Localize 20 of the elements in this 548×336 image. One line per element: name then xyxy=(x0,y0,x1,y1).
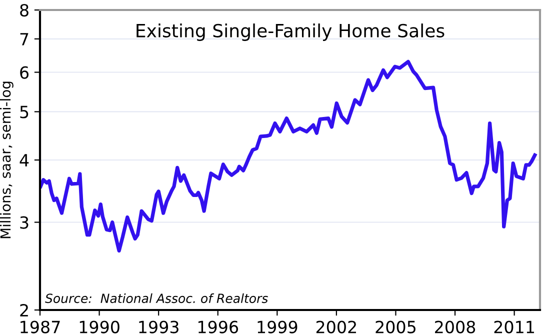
y-axis-title: Millions, saar, semi-log xyxy=(0,82,14,238)
x-tick-label: 2011 xyxy=(494,320,534,334)
x-tick-label: 1999 xyxy=(258,320,298,334)
x-tick-label: 1996 xyxy=(198,320,238,334)
x-tick-label: 2005 xyxy=(376,320,416,334)
x-tick-label: 1987 xyxy=(20,320,60,334)
y-tick-label: 8 xyxy=(20,4,28,17)
x-tick-label: 2002 xyxy=(316,320,356,334)
y-tick-label: 5 xyxy=(20,106,28,118)
line-series xyxy=(40,60,537,253)
annotation: Source: National Assoc. of Realtors xyxy=(45,293,268,304)
y-tick-label: 6 xyxy=(20,66,29,79)
y-tick-label: 4 xyxy=(20,154,29,166)
text: Existing Single-Family Home Sales xyxy=(136,24,444,41)
y-tick-label: 7 xyxy=(20,33,28,46)
y-tick-label: 2 xyxy=(20,304,28,316)
x-tick-label: 2008 xyxy=(435,320,476,334)
x-tick-label: 1993 xyxy=(139,320,178,334)
y-tick-label: 3 xyxy=(20,216,28,229)
x-tick-label: 1990 xyxy=(80,320,120,334)
